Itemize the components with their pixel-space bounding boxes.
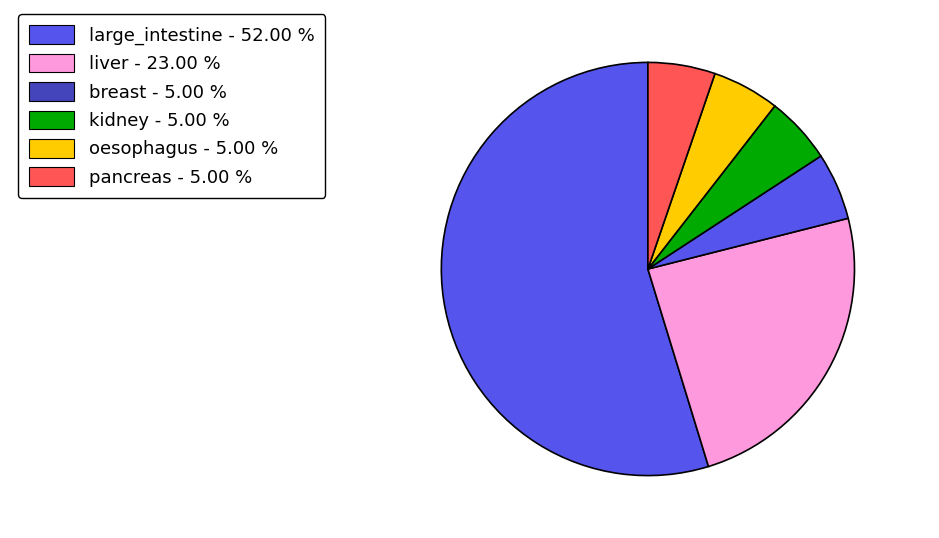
Wedge shape bbox=[648, 74, 775, 269]
Wedge shape bbox=[648, 156, 848, 269]
Wedge shape bbox=[441, 62, 709, 476]
Wedge shape bbox=[648, 62, 715, 269]
Legend: large_intestine - 52.00 %, liver - 23.00 %, breast - 5.00 %, kidney - 5.00 %, oe: large_intestine - 52.00 %, liver - 23.00… bbox=[19, 15, 326, 197]
Wedge shape bbox=[648, 218, 854, 466]
Wedge shape bbox=[648, 106, 821, 269]
